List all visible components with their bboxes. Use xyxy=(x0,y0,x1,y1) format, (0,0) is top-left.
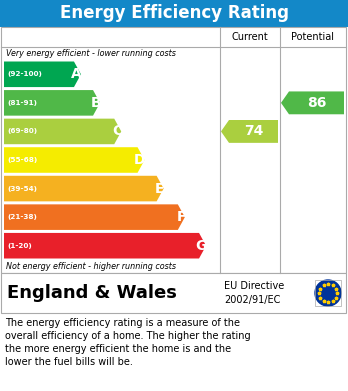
Text: (1-20): (1-20) xyxy=(7,243,32,249)
Bar xyxy=(1,273,346,313)
Text: (92-100): (92-100) xyxy=(7,71,42,77)
Text: A: A xyxy=(71,67,82,81)
Text: Energy Efficiency Rating: Energy Efficiency Rating xyxy=(60,5,288,23)
Text: (21-38): (21-38) xyxy=(7,214,37,220)
Text: Very energy efficient - lower running costs: Very energy efficient - lower running co… xyxy=(6,49,176,58)
Text: Potential: Potential xyxy=(292,32,334,42)
Circle shape xyxy=(315,280,341,306)
Text: D: D xyxy=(134,153,145,167)
Bar xyxy=(1,27,346,273)
Text: EU Directive
2002/91/EC: EU Directive 2002/91/EC xyxy=(224,282,284,305)
Text: B: B xyxy=(90,96,101,110)
Polygon shape xyxy=(4,176,164,201)
Polygon shape xyxy=(4,61,81,87)
Text: overall efficiency of a home. The higher the rating: overall efficiency of a home. The higher… xyxy=(5,331,251,341)
Text: 74: 74 xyxy=(244,124,263,138)
Text: (55-68): (55-68) xyxy=(7,157,37,163)
Polygon shape xyxy=(221,120,278,143)
Text: lower the fuel bills will be.: lower the fuel bills will be. xyxy=(5,357,133,367)
Text: The energy efficiency rating is a measure of the: The energy efficiency rating is a measur… xyxy=(5,318,240,328)
Text: Not energy efficient - higher running costs: Not energy efficient - higher running co… xyxy=(6,262,176,271)
Bar xyxy=(315,280,341,306)
Text: C: C xyxy=(112,124,122,138)
Text: (39-54): (39-54) xyxy=(7,186,37,192)
Text: F: F xyxy=(176,210,186,224)
Polygon shape xyxy=(4,90,100,116)
Text: G: G xyxy=(196,239,207,253)
Text: Current: Current xyxy=(232,32,268,42)
Polygon shape xyxy=(281,91,344,114)
Text: (69-80): (69-80) xyxy=(7,128,37,135)
Polygon shape xyxy=(4,147,144,173)
Text: England & Wales: England & Wales xyxy=(7,284,177,302)
Text: E: E xyxy=(155,181,165,196)
Bar xyxy=(0,0,348,27)
Polygon shape xyxy=(4,204,185,230)
Text: (81-91): (81-91) xyxy=(7,100,37,106)
Polygon shape xyxy=(4,118,121,144)
Text: the more energy efficient the home is and the: the more energy efficient the home is an… xyxy=(5,344,231,354)
Text: 86: 86 xyxy=(307,96,326,110)
Polygon shape xyxy=(4,233,206,258)
